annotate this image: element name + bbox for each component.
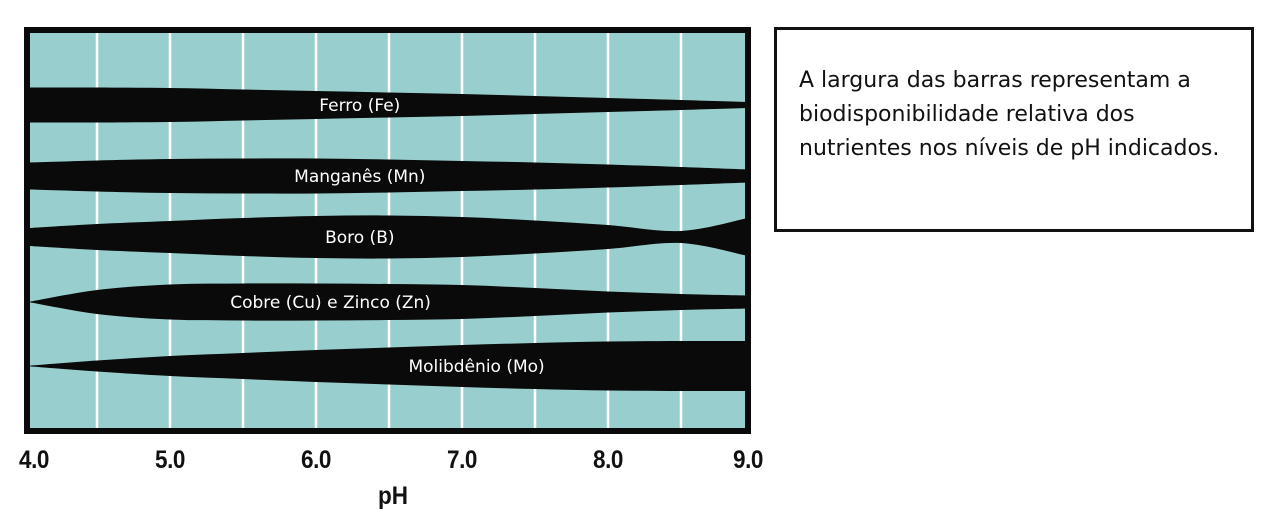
annotation-text: A largura das barras representam a biodi… bbox=[799, 68, 1220, 161]
bar-labels: Ferro (Fe) Manganês (Mn) Boro (B) Cobre (Cu… bbox=[230, 96, 544, 377]
nutrient-bar bbox=[30, 87, 748, 123]
nutrient-bar bbox=[30, 158, 748, 194]
annotation-box: A largura das barras representam a biodi… bbox=[774, 27, 1254, 232]
x-tick-label: 5.0 bbox=[155, 446, 185, 474]
x-tick-label: 4.0 bbox=[19, 446, 49, 474]
bar-label: Boro (B) bbox=[325, 228, 394, 248]
plot-frame bbox=[24, 27, 751, 434]
x-axis-title: pH bbox=[378, 482, 408, 510]
nutrient-bar bbox=[30, 283, 748, 321]
x-tick-label: 7.0 bbox=[447, 446, 477, 474]
x-tick-label: 9.0 bbox=[733, 446, 763, 474]
bar-label: Manganês (Mn) bbox=[294, 167, 425, 187]
nutrient-bars bbox=[30, 87, 748, 392]
bar-label: Cobre (Cu) e Zinco (Zn) bbox=[230, 293, 431, 313]
x-tick-label: 8.0 bbox=[593, 446, 623, 474]
nutrient-bar bbox=[30, 340, 748, 392]
bar-label: Ferro (Fe) bbox=[319, 96, 400, 116]
bar-label: Molibdênio (Mo) bbox=[408, 357, 544, 377]
nutrient-bar bbox=[30, 215, 748, 259]
x-tick-label: 6.0 bbox=[301, 446, 331, 474]
